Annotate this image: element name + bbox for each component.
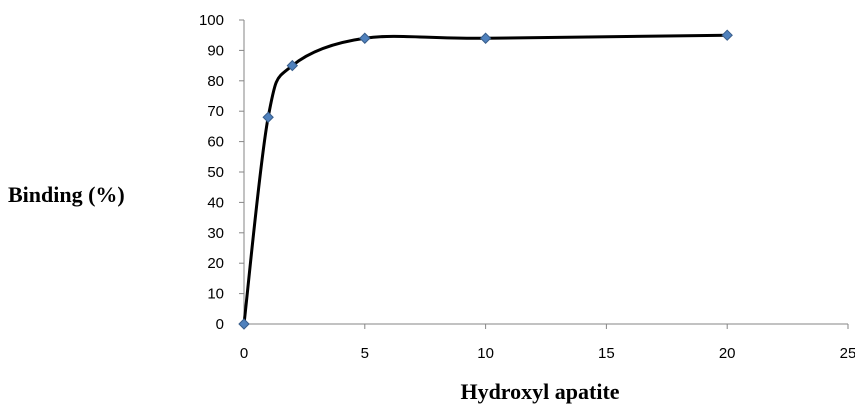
x-tick-labels: 0 5 10 15 20 25 bbox=[240, 345, 855, 362]
y-tick-label: 40 bbox=[207, 194, 224, 211]
y-tick-label: 70 bbox=[207, 103, 224, 120]
data-point-marker bbox=[262, 111, 274, 123]
y-tick-label: 80 bbox=[207, 73, 224, 90]
data-point-marker bbox=[286, 59, 299, 72]
x-tick-label: 15 bbox=[598, 345, 615, 362]
x-tick-label: 25 bbox=[840, 345, 855, 362]
y-tick-label: 100 bbox=[199, 12, 224, 29]
y-tick-label: 0 bbox=[216, 316, 224, 333]
x-tick-label: 10 bbox=[477, 345, 494, 362]
series-markers bbox=[238, 29, 733, 330]
y-tick-label: 90 bbox=[207, 42, 224, 59]
data-point-marker bbox=[238, 318, 250, 330]
x-tick-label: 0 bbox=[240, 345, 248, 362]
data-point-marker bbox=[479, 32, 492, 44]
y-tick-label: 30 bbox=[207, 225, 224, 242]
data-point-marker bbox=[721, 29, 733, 41]
y-tick-labels: 0 10 20 30 40 50 60 70 80 90 100 bbox=[199, 12, 224, 333]
y-tick-label: 60 bbox=[207, 134, 224, 151]
series-line bbox=[242, 33, 728, 325]
y-tick-label: 50 bbox=[207, 164, 224, 181]
y-axis-title: Binding (%) bbox=[8, 182, 125, 207]
x-tick-label: 5 bbox=[361, 345, 369, 362]
y-tick-label: 20 bbox=[207, 255, 224, 272]
data-point-marker bbox=[359, 32, 371, 44]
axes bbox=[239, 19, 849, 329]
x-tick-label: 20 bbox=[719, 345, 736, 362]
y-tick-label: 10 bbox=[207, 286, 224, 303]
x-axis-title: Hydroxyl apatite bbox=[460, 379, 619, 404]
